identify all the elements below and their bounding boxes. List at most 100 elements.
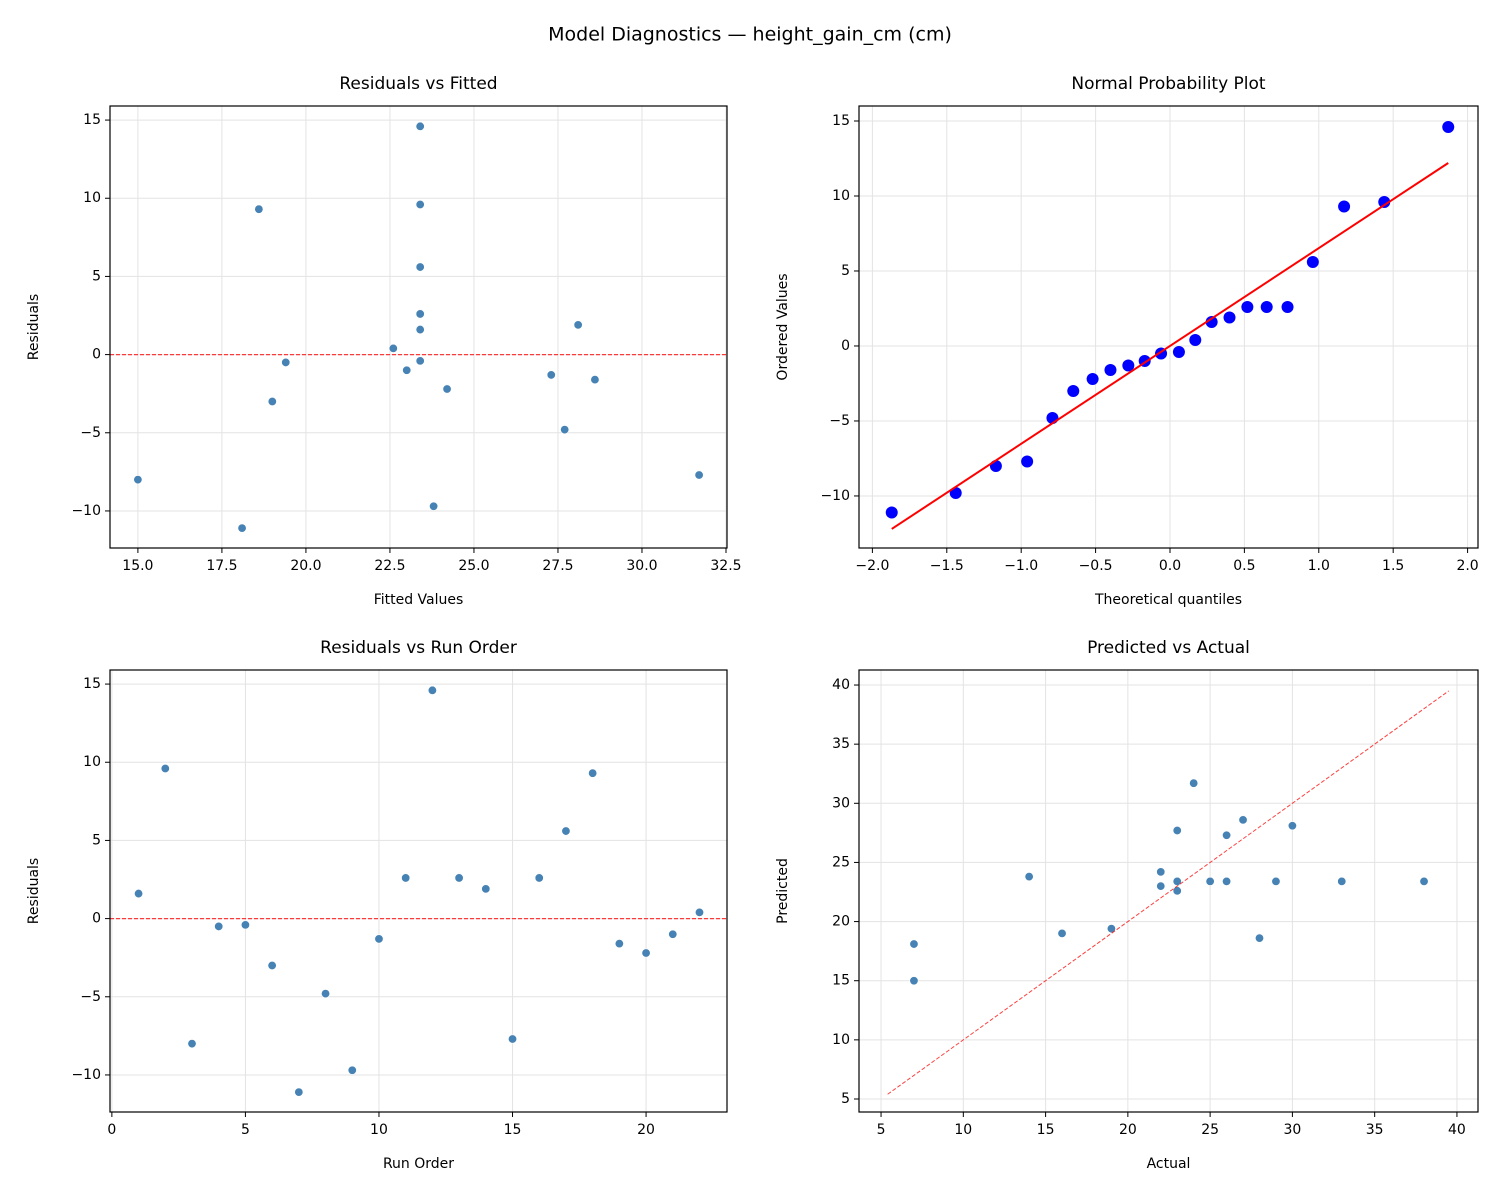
- point: [294, 1087, 304, 1097]
- fit-line: [887, 690, 1450, 1095]
- x-tick-label: 30: [1283, 1122, 1301, 1138]
- point: [590, 375, 600, 385]
- point: [415, 356, 425, 366]
- point: [1172, 886, 1182, 896]
- point: [668, 929, 678, 939]
- y-tick-label: −5: [829, 413, 850, 429]
- point: [214, 921, 224, 931]
- x-tick-label: 0.0: [1159, 558, 1181, 574]
- point: [1067, 384, 1080, 397]
- x-tick-label: 40: [1448, 1122, 1466, 1138]
- x-tick-label: 10: [954, 1122, 972, 1138]
- point: [885, 506, 898, 519]
- x-axis-label: Fitted Values: [374, 592, 464, 608]
- point: [573, 320, 583, 330]
- point: [401, 873, 411, 883]
- y-tick-label: 25: [832, 854, 850, 870]
- subplot: 5 10 15 20 25 30 35 40 5 10 15 20 25 30 35 40 Predicted …: [775, 638, 1479, 1172]
- x-tick-label: 17.5: [206, 558, 237, 574]
- x-tick-label: 1.0: [1308, 558, 1330, 574]
- x-tick-label: 20.0: [290, 558, 321, 574]
- point: [1306, 255, 1319, 268]
- point: [160, 764, 170, 774]
- x-tick-label: −1.5: [930, 558, 964, 574]
- point: [415, 309, 425, 319]
- y-tick-label: −10: [820, 488, 850, 504]
- axes-frame: [109, 669, 728, 1113]
- y-tick-label: 15: [832, 973, 850, 989]
- point: [321, 989, 331, 999]
- x-tick-label: 35: [1366, 1122, 1384, 1138]
- point: [1021, 455, 1034, 468]
- point: [1241, 300, 1254, 313]
- point: [588, 768, 598, 778]
- point: [415, 262, 425, 272]
- subplot-title: Normal Probability Plot: [1071, 74, 1266, 94]
- point: [187, 1039, 197, 1049]
- point: [694, 470, 704, 480]
- x-tick-label: 27.5: [542, 558, 573, 574]
- point: [614, 939, 624, 949]
- y-tick-label: 35: [832, 736, 850, 752]
- point: [1189, 333, 1202, 346]
- point: [388, 343, 398, 353]
- fit-line: [891, 162, 1449, 530]
- x-tick-label: 10: [370, 1122, 388, 1138]
- x-tick-label: 20: [1119, 1122, 1137, 1138]
- point: [1106, 924, 1116, 934]
- subplot: 0 5 10 15 20 −10 −5 0 5 10 15 Residuals vs Run Orde…: [26, 638, 728, 1172]
- y-axis-label: Residuals: [26, 294, 42, 360]
- point: [1156, 867, 1166, 877]
- point: [133, 475, 143, 485]
- point: [237, 523, 247, 533]
- point: [641, 948, 651, 958]
- point: [454, 873, 464, 883]
- x-tick-label: 15: [1037, 1122, 1055, 1138]
- point: [1172, 345, 1185, 358]
- x-axis-label: Theoretical quantiles: [1094, 592, 1242, 608]
- y-tick-label: 5: [841, 263, 850, 279]
- subplot-title: Residuals vs Fitted: [339, 74, 497, 94]
- y-tick-label: 15: [83, 112, 101, 128]
- point: [481, 884, 491, 894]
- y-axis-label: Ordered Values: [775, 273, 791, 380]
- y-tick-label: 0: [841, 338, 850, 354]
- point: [402, 365, 412, 375]
- x-tick-label: 22.5: [374, 558, 405, 574]
- y-tick-label: 30: [832, 795, 850, 811]
- point: [1287, 821, 1297, 831]
- point: [1057, 928, 1067, 938]
- axes-frame: [109, 105, 728, 549]
- point: [561, 826, 571, 836]
- point: [1205, 315, 1218, 328]
- axes-frame: [858, 105, 1479, 549]
- x-tick-label: 25.0: [458, 558, 489, 574]
- point: [1223, 311, 1236, 324]
- point: [1271, 876, 1281, 886]
- point: [415, 121, 425, 131]
- point: [1156, 881, 1166, 891]
- point: [1172, 826, 1182, 836]
- point: [1222, 876, 1232, 886]
- y-tick-label: 20: [832, 914, 850, 930]
- point: [429, 501, 439, 511]
- x-tick-label: 15.0: [122, 558, 153, 574]
- y-axis-label: Residuals: [26, 858, 42, 924]
- point: [1024, 872, 1034, 882]
- y-axis-label: Predicted: [775, 858, 791, 924]
- point: [534, 873, 544, 883]
- point: [254, 204, 264, 214]
- subplot: −2.0 −1.5 −1.0 −0.5 0.0 0.5 1.0 1.5 2.0 −10 −5 0 5 10…: [775, 74, 1479, 608]
- y-tick-label: 10: [83, 754, 101, 770]
- point: [508, 1034, 518, 1044]
- subplot-title: Residuals vs Run Order: [320, 638, 517, 658]
- point: [1205, 876, 1215, 886]
- y-tick-label: 15: [832, 113, 850, 129]
- point: [1337, 876, 1347, 886]
- y-tick-label: −5: [80, 989, 101, 1005]
- subplot-title: Predicted vs Actual: [1087, 638, 1250, 658]
- point: [1122, 359, 1135, 372]
- y-tick-label: 15: [83, 676, 101, 692]
